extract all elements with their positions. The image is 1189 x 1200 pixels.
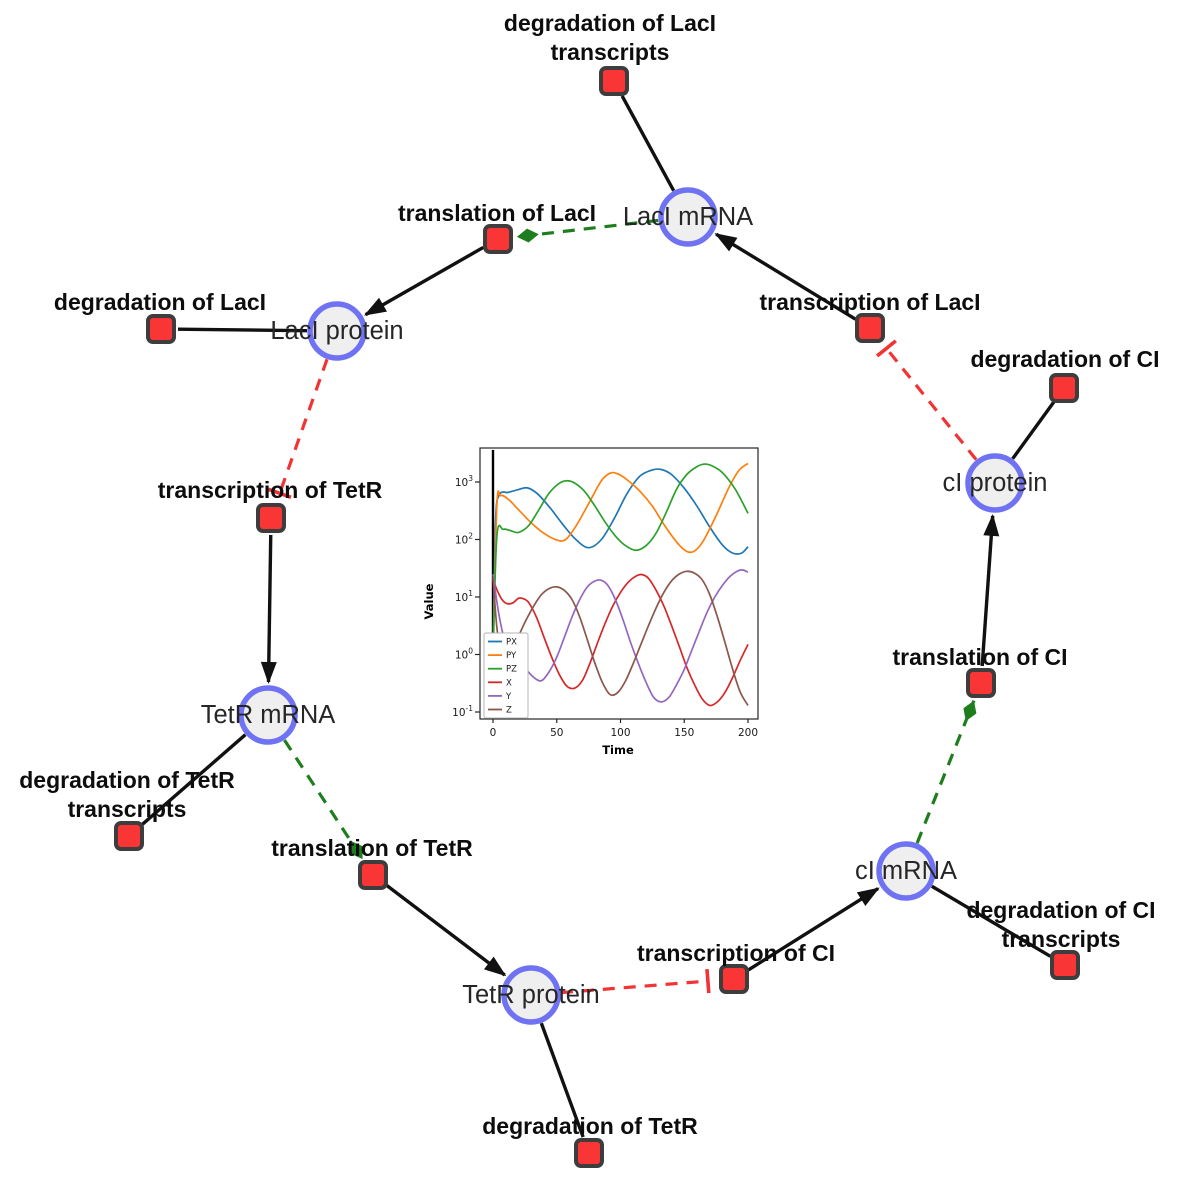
species-label-ci-protein: cI protein	[943, 469, 1048, 497]
chart-ytick: 10-1	[452, 704, 473, 719]
reaction-label-deg-tetr: degradation of TetR	[482, 1113, 698, 1139]
edge-txn-ci-ci-mrna	[747, 887, 880, 972]
chart-series-Z	[492, 570, 749, 706]
reaction-node-deg-laci[interactable]	[146, 314, 176, 344]
species-label-laci-protein: LacI protein	[270, 317, 403, 345]
nodes-layer	[114, 66, 1080, 1168]
reaction-node-tln-laci[interactable]	[483, 224, 513, 254]
species-label-tetr-mrna: TetR mRNA	[201, 701, 336, 729]
reaction-label-txn-tetr: transcription of TetR	[158, 477, 383, 503]
edge-tetr-protein-txn-ci	[560, 968, 711, 995]
species-node-tetr-mrna[interactable]	[238, 685, 298, 745]
reaction-label-deg-laci: degradation of LacI	[54, 289, 266, 315]
chart-ylabel: Value	[422, 583, 436, 619]
reaction-node-deg-tetr-tx[interactable]	[114, 821, 144, 851]
edge-tetr-protein-deg-tetr	[539, 1022, 585, 1138]
reaction-node-deg-ci-tx[interactable]	[1050, 950, 1080, 980]
reaction-node-txn-ci[interactable]	[719, 964, 749, 994]
chart-legend-label: Y	[505, 692, 512, 702]
chart-xtick: 150	[674, 727, 694, 739]
edge-tln-laci-laci-protein	[363, 245, 485, 317]
edge-tetr-mrna-deg-tetr-tx	[140, 733, 247, 827]
chart-ytick: 103	[455, 474, 473, 489]
edge-laci-mrna-tln-laci	[516, 218, 659, 243]
reaction-node-txn-laci[interactable]	[855, 313, 885, 343]
chart-xtick: 100	[610, 727, 630, 739]
edge-ci-protein-txn-laci	[875, 339, 978, 461]
reaction-label-deg-laci-tx: degradation of LacI transcripts	[504, 10, 716, 65]
inset-chart: 0 50 100 150 200 10-1 100 101 102 103 Time Value PX P…	[422, 447, 759, 757]
reaction-label-deg-tetr-tx: degradation of TetR transcripts	[19, 767, 235, 822]
reaction-node-deg-ci[interactable]	[1049, 373, 1079, 403]
reaction-label-tln-laci: translation of LacI	[398, 200, 596, 226]
species-node-ci-protein[interactable]	[965, 453, 1025, 513]
reaction-label-txn-ci: transcription of CI	[637, 940, 835, 966]
reaction-label-deg-ci-tx: degradation of CI transcripts	[966, 897, 1155, 952]
edge-ci-mrna-deg-ci-tx	[930, 884, 1052, 958]
chart-ytick: 102	[455, 532, 473, 547]
edge-txn-tetr-tetr-mrna	[260, 534, 277, 685]
species-node-tetr-protein[interactable]	[501, 965, 561, 1025]
edge-txn-laci-laci-mrna	[714, 232, 857, 321]
chart-legend-label: Z	[506, 706, 512, 716]
edge-tetr-mrna-tln-tetr	[283, 739, 364, 860]
edges-layer	[140, 95, 1056, 1138]
species-label-tetr-protein: TetR protein	[462, 981, 600, 1009]
chart-xlabel: Time	[602, 743, 634, 757]
chart-legend-label: PX	[506, 638, 517, 648]
chart-xtick: 0	[490, 727, 497, 739]
edge-laci-protein-txn-tetr	[267, 358, 329, 499]
reaction-label-tln-tetr: translation of TetR	[271, 835, 473, 861]
chart-ytick: 101	[455, 589, 473, 604]
chart-series-X	[492, 573, 749, 707]
edge-ci-mrna-tln-ci	[915, 700, 977, 844]
reaction-node-deg-laci-tx[interactable]	[599, 66, 629, 96]
edge-tln-ci-ci-protein	[980, 513, 1000, 667]
species-label-ci-mrna: cI mRNA	[855, 857, 957, 885]
edge-ci-protein-deg-ci	[1011, 400, 1056, 460]
chart-xtick: 200	[738, 727, 758, 739]
reaction-node-txn-tetr[interactable]	[256, 503, 286, 533]
edge-laci-mrna-deg-laci-tx	[620, 95, 676, 192]
species-node-ci-mrna[interactable]	[876, 841, 936, 901]
labels-layer: degradation of LacI transcripts translatio…	[19, 10, 1159, 1139]
chart-legend-label: X	[506, 678, 512, 688]
chart-ytick: 100	[455, 647, 473, 662]
chart-series-PY	[492, 462, 749, 658]
edge-tln-tetr-tetr-protein	[385, 883, 507, 977]
reaction-node-tln-tetr[interactable]	[358, 860, 388, 890]
species-label-laci-mrna: LacI mRNA	[623, 203, 753, 231]
chart-legend-label: PY	[506, 651, 517, 661]
reaction-label-tln-ci: translation of CI	[892, 644, 1067, 670]
chart-xtick: 50	[550, 727, 563, 739]
reaction-node-tln-ci[interactable]	[966, 668, 996, 698]
species-node-laci-mrna[interactable]	[658, 187, 718, 247]
reaction-node-deg-tetr[interactable]	[574, 1138, 604, 1168]
chart-legend-label: PZ	[506, 665, 517, 675]
edge-laci-protein-deg-laci	[177, 327, 308, 333]
chart-series-PZ	[492, 463, 749, 658]
reaction-label-deg-ci: degradation of CI	[970, 346, 1159, 372]
reaction-label-txn-laci: transcription of LacI	[759, 289, 980, 315]
species-node-laci-protein[interactable]	[307, 301, 367, 361]
